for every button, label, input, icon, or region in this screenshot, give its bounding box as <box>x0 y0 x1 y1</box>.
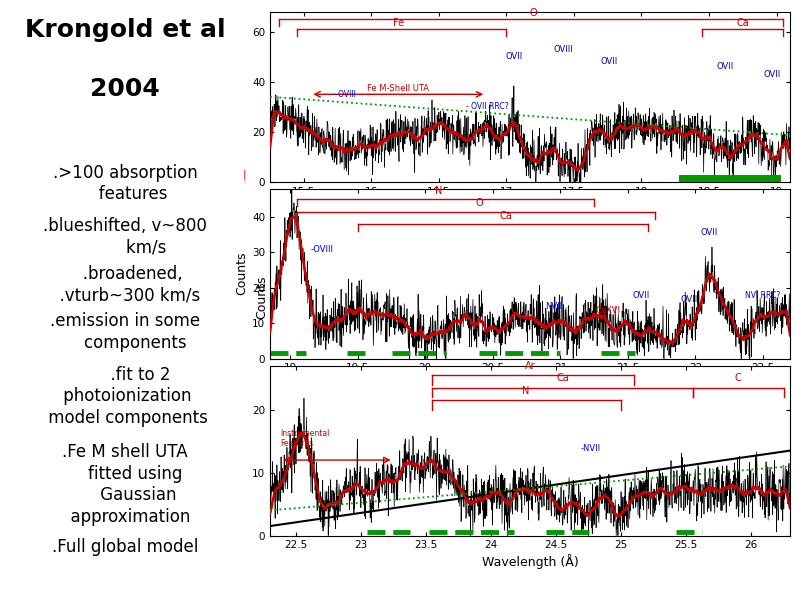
Text: N: N <box>522 386 530 396</box>
Text: Ar: Ar <box>525 361 535 371</box>
Text: Instrumental
Features: Instrumental Features <box>280 429 330 448</box>
Text: .broadened,
  .vturb~300 km/s: .broadened, .vturb~300 km/s <box>49 265 201 304</box>
Text: Fe: Fe <box>393 18 404 29</box>
Text: OVII: OVII <box>716 62 734 71</box>
Text: .fit to 2
 photoionization
 model components: .fit to 2 photoionization model componen… <box>43 366 207 427</box>
Text: Fe M-Shell UTA: Fe M-Shell UTA <box>368 83 430 93</box>
Text: .blueshifted, v~800
        km/s: .blueshifted, v~800 km/s <box>43 217 207 256</box>
X-axis label: Wavelength (Å): Wavelength (Å) <box>482 555 578 569</box>
Text: OVII: OVII <box>764 70 781 79</box>
Text: OVII: OVII <box>633 292 650 300</box>
Text: - OVIII: - OVIII <box>333 90 357 99</box>
Text: |: | <box>243 170 246 180</box>
Y-axis label: Counts: Counts <box>235 252 248 296</box>
Text: NVI RRC?: NVI RRC? <box>746 292 781 300</box>
Text: CaXVI: CaXVI <box>596 306 620 315</box>
Text: C: C <box>734 374 742 383</box>
Text: OVII: OVII <box>680 295 697 304</box>
Text: 2004: 2004 <box>91 77 160 101</box>
Text: Counts: Counts <box>256 275 268 320</box>
Text: OVIII: OVIII <box>553 45 573 54</box>
Text: Ca: Ca <box>500 211 513 221</box>
Text: OVII: OVII <box>700 228 718 237</box>
Text: NVII: NVII <box>545 302 562 311</box>
Text: O: O <box>476 199 484 208</box>
Text: -NVII: -NVII <box>581 444 601 453</box>
Text: N: N <box>435 186 442 196</box>
Text: Ca: Ca <box>736 18 749 29</box>
Text: O: O <box>530 8 538 18</box>
Text: OVII: OVII <box>506 52 523 61</box>
Text: - OVII RRC?: - OVII RRC? <box>466 102 508 111</box>
Text: Ca: Ca <box>556 374 569 383</box>
Text: Krongold et al: Krongold et al <box>25 18 225 42</box>
Text: .emission in some
    components: .emission in some components <box>50 312 200 352</box>
Text: -OVIII: -OVIII <box>310 246 333 255</box>
Text: .>100 absorption
   features: .>100 absorption features <box>52 164 198 203</box>
Text: .Fe M shell UTA
    fitted using
     Gaussian
  approximation: .Fe M shell UTA fitted using Gaussian ap… <box>60 443 191 526</box>
Text: OVII: OVII <box>600 57 618 66</box>
Text: .Full global model: .Full global model <box>52 538 198 556</box>
